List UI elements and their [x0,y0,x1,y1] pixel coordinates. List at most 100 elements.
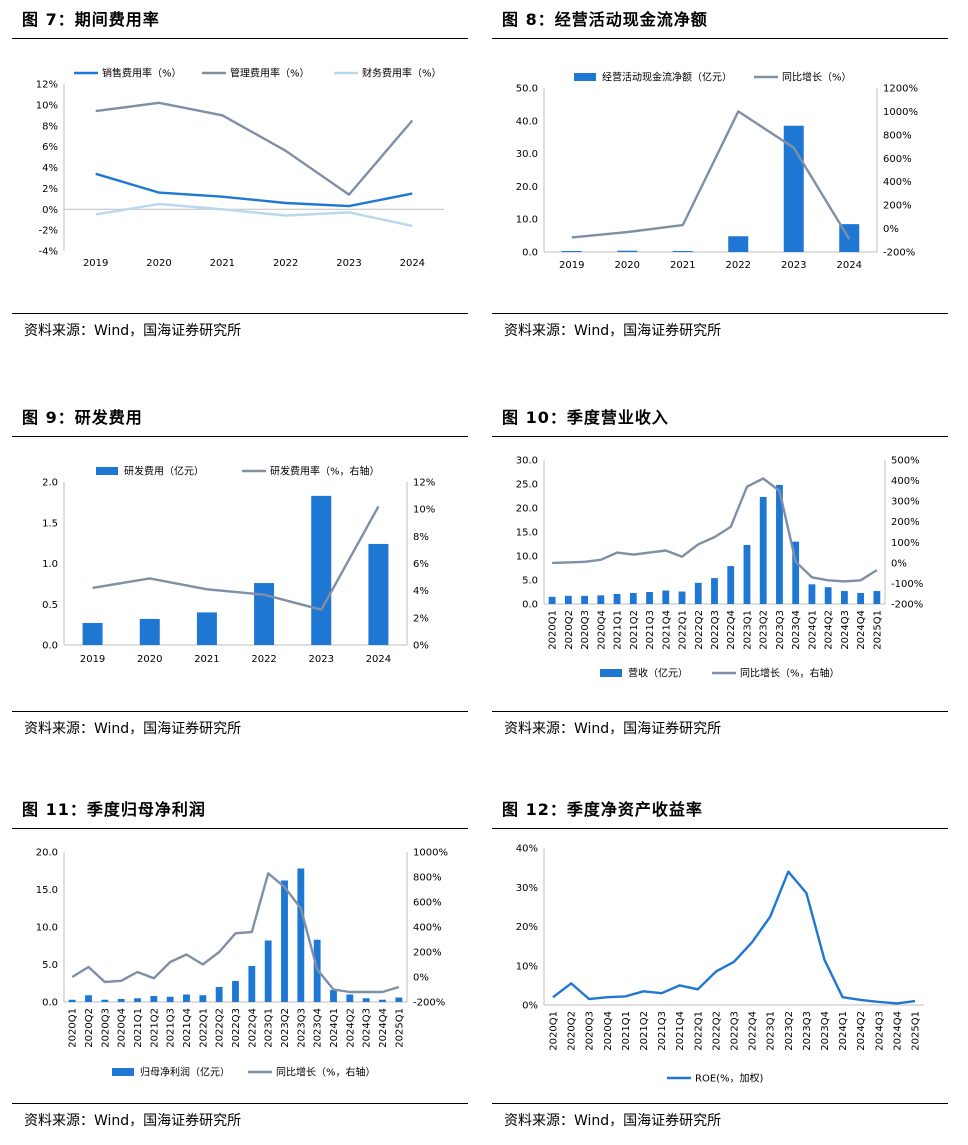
bar [629,592,637,604]
x-tick-label: 2023Q1 [264,1008,275,1048]
bar [646,592,653,604]
x-tick-label: 2020Q2 [567,1011,578,1051]
series-line [95,101,414,196]
bar [564,595,572,604]
x-tick-label: 2023Q4 [791,610,802,650]
y-tick-label: 30% [516,883,538,894]
chart-quarterly-revenue: 30.0 25.0 20.0 15.0 10.0 5.0 0.0 500% 400% 300% 20… [516,456,923,680]
bar [215,987,223,1002]
bar [254,583,275,645]
y-tick-label: 10% [516,961,538,972]
x-tick-label: 2020Q4 [117,1008,128,1048]
chart-title: 图 7：期间费用率 [22,10,160,29]
legend-swatch-bar [112,1068,134,1076]
y2-tick-label: 200% [891,517,920,528]
bar [672,251,693,252]
x-tick-label: 2023Q2 [280,1008,291,1048]
x-tick-label: 2021Q1 [613,610,624,650]
source-rule [12,1103,468,1104]
legend-label: 财务费用率（%） [362,67,442,80]
y-tick-label: 15.0 [516,528,538,539]
y-tick-label: 20.0 [516,504,538,515]
title-rule [492,436,948,437]
x-tick-label: 2021Q3 [645,610,656,650]
x-tick-label: 2023 [336,258,361,269]
x-tick-label: 2023 [309,654,334,665]
x-tick-label: 2020Q1 [549,1011,560,1051]
x-tick-label: 2022Q1 [198,1008,209,1048]
y2-tick-label: 400% [891,476,920,487]
y-tick-label: 0.0 [42,641,58,652]
bar [139,618,160,645]
bar [581,595,589,604]
series-line [92,505,380,611]
chart-title: 图 11：季度归母净利润 [22,800,206,819]
x-tick-label: 2021Q4 [661,610,672,650]
x-tick-label: 2022Q2 [215,1008,226,1048]
x-tick-label: 2020 [137,654,162,665]
y2-tick-label: 2% [413,613,429,624]
bar [117,999,125,1002]
y2-tick-label: 10% [413,505,435,516]
bar [776,484,783,604]
bar [85,995,92,1002]
x-tick-label: 2021Q2 [149,1008,160,1048]
y-tick-label: 40% [516,844,538,855]
x-tick-label: 2023Q4 [820,1011,831,1051]
x-tick-label: 2022Q4 [748,1011,759,1051]
y2-tick-label: 200% [883,201,912,212]
legend-label: 管理费用率（%） [230,67,310,80]
source-rule [492,1103,948,1104]
bar [613,593,621,604]
title-rule [492,828,948,829]
series-line [552,870,916,1005]
y-tick-label: 1.5 [42,518,58,529]
y-tick-label: 0.0 [522,600,538,611]
legend-label: 同比增长（%，右轴） [276,1066,376,1079]
y-tick-label: 50.0 [516,84,538,95]
y2-tick-label: 0% [413,641,429,652]
y-tick-label: 2.0 [42,478,58,489]
y-tick-label: 20% [516,922,538,933]
y-tick-label: 10.0 [516,215,538,226]
y2-tick-label: 1200% [883,84,918,95]
x-tick-label: 2021 [194,654,219,665]
x-tick-label: 2020Q3 [100,1008,111,1048]
x-tick-label: 2021 [670,260,695,271]
bar [548,596,556,604]
y2-tick-label: 400% [413,923,442,934]
bar [248,966,256,1002]
y2-tick-label: 6% [413,559,429,570]
y2-tick-label: 1000% [883,107,918,118]
panel-operating-cashflow: 图 8：经营活动现金流净额 50.0 40.0 30.0 20.0 10.0 0.0 120… [492,0,948,345]
x-tick-label: 2023Q3 [296,1008,307,1048]
legend-label: 归母净利润（亿元） [140,1066,230,1079]
y2-tick-label: -200% [883,248,915,259]
bar [264,940,272,1002]
y-tick-label: 12% [36,80,58,91]
y2-tick-label: -200% [413,998,445,1009]
legend-label: 同比增长（%） [782,71,852,84]
x-tick-label: 2024Q3 [362,1008,373,1048]
y2-tick-label: 8% [413,532,429,543]
bar [824,587,832,604]
y2-tick-label: 600% [883,154,912,165]
bar [183,994,190,1002]
x-tick-label: 2021Q3 [166,1008,177,1048]
x-tick-label: 2022 [726,260,751,271]
y-tick-label: 10.0 [516,552,538,563]
x-tick-label: 2024Q4 [892,1011,903,1051]
x-tick-label: 2023Q3 [802,1011,813,1051]
chart-title: 图 8：经营活动现金流净额 [502,10,708,29]
x-tick-label: 2022Q2 [694,610,705,650]
x-tick-label: 2024Q3 [840,610,851,650]
bar [311,495,332,645]
bar [166,996,174,1002]
bar [792,541,800,604]
x-tick-label: 2025Q1 [872,610,883,650]
x-tick-label: 2020Q4 [603,1011,614,1051]
bar [134,998,141,1002]
source-rule [492,313,948,314]
x-tick-label: 2022Q1 [678,610,689,650]
title-rule [12,828,468,829]
